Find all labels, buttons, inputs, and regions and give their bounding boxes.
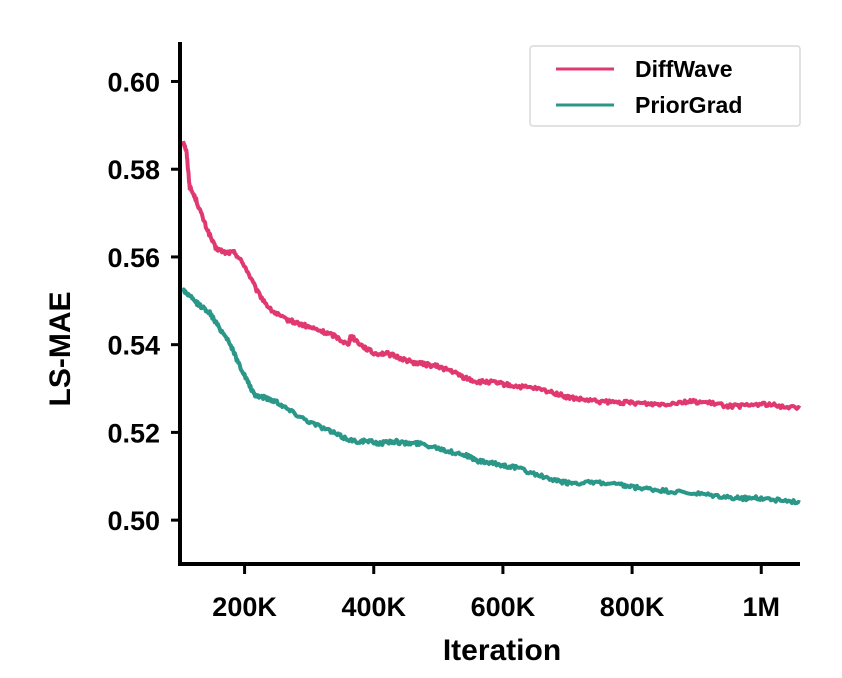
x-axis-ticks: 200K 400K 600K 800K 1M: [212, 564, 780, 622]
x-tick-label: 600K: [471, 592, 536, 622]
y-tick-label: 0.58: [107, 155, 160, 185]
y-tick-label: 0.52: [107, 418, 160, 448]
y-axis-ticks: 0.50 0.52 0.54 0.56 0.58 0.60: [107, 67, 180, 536]
series-lines: [181, 140, 802, 506]
legend-label-priorgrad: PriorGrad: [635, 92, 742, 118]
y-tick-label: 0.56: [107, 243, 160, 273]
x-axis-title: Iteration: [443, 634, 561, 667]
y-axis-title: LS-MAE: [44, 292, 77, 407]
legend: DiffWave PriorGrad: [529, 45, 801, 127]
x-tick-label: 1M: [742, 592, 780, 622]
legend-label-diffwave: DiffWave: [635, 56, 733, 82]
y-tick-label: 0.50: [107, 506, 160, 536]
x-tick-label: 400K: [341, 592, 406, 622]
x-tick-label: 200K: [212, 592, 277, 622]
series-line-diffwave: [181, 140, 802, 411]
y-tick-label: 0.60: [107, 67, 160, 97]
y-tick-label: 0.54: [107, 331, 160, 361]
series-line-priorgrad: [181, 287, 801, 506]
x-tick-label: 800K: [600, 592, 665, 622]
